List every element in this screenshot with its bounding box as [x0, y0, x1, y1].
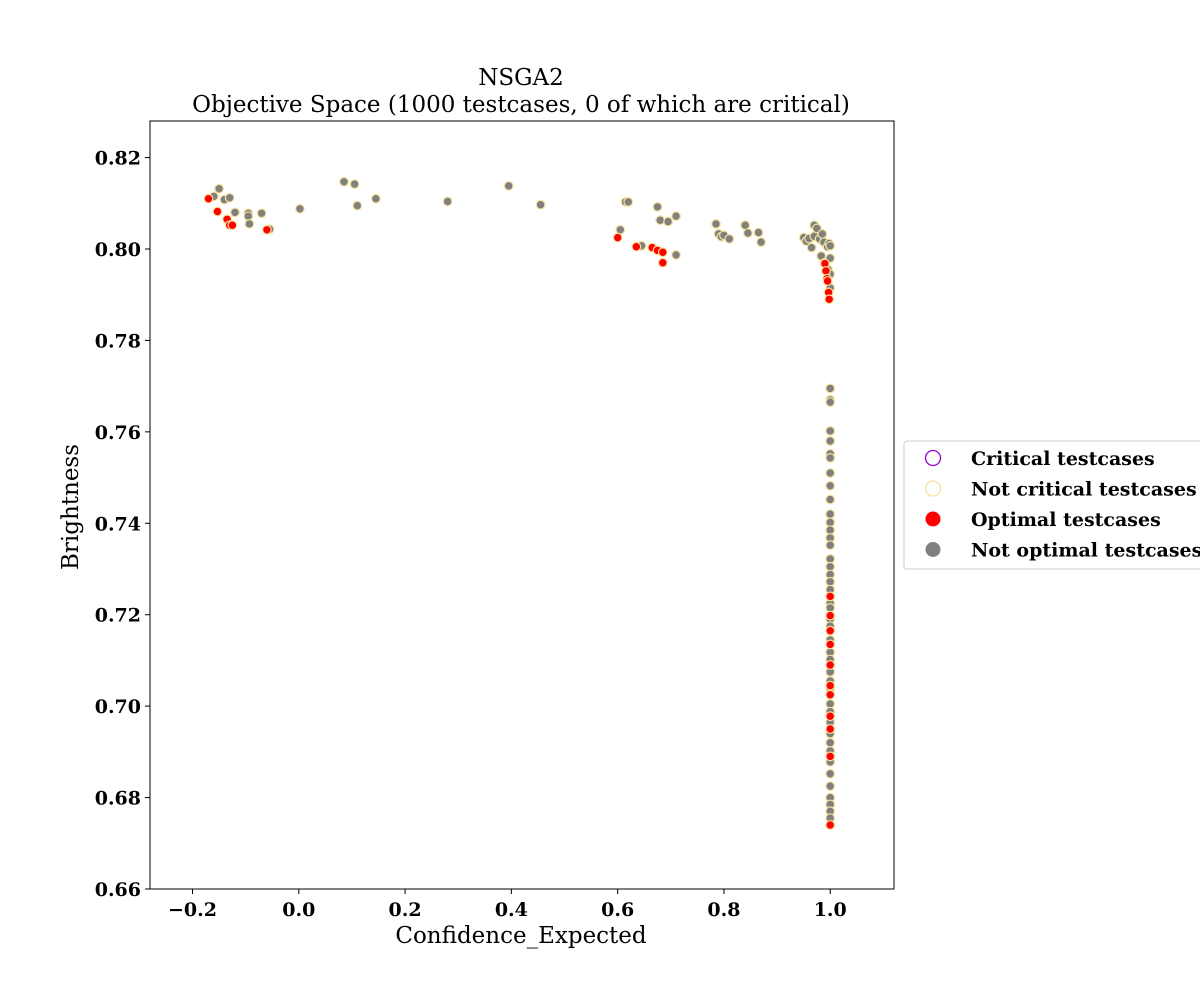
data-points: [203, 176, 836, 830]
not-optimal-testcase-point: [825, 768, 836, 779]
not-optimal-testcase-point: [503, 180, 514, 191]
y-tick-label: 0.72: [95, 605, 141, 627]
y-tick-label: 0.82: [95, 148, 141, 170]
not-optimal-testcase-point: [224, 192, 235, 203]
not-optimal-testcase-point: [652, 201, 663, 212]
optimal-testcase-point: [657, 257, 668, 268]
y-tick-label: 0.80: [95, 239, 141, 261]
not-optimal-testcase-point: [743, 228, 753, 238]
optimal-testcase-point: [825, 724, 836, 734]
not-optimal-testcase-point: [825, 383, 836, 394]
x-axis-label: Confidence_Expected: [395, 923, 647, 949]
legend-marker-not-critical-testcases: [924, 480, 942, 497]
y-axis-ticks: 0.66 0.68 0.70 0.72 0.74 0.76 0.78 0.80 0.82: [95, 148, 150, 901]
not-optimal-testcase-point: [825, 509, 836, 519]
y-tick-label: 0.76: [95, 422, 141, 444]
optimal-testcase-point: [657, 247, 668, 258]
not-optimal-testcase-point: [663, 216, 673, 227]
legend: Critical testcases Not critical testcases…: [903, 440, 1200, 570]
x-tick-label: 0.2: [389, 899, 422, 921]
optimal-testcase-point: [203, 193, 214, 204]
not-optimal-testcase-point: [817, 228, 828, 239]
not-optimal-testcase-point: [825, 436, 836, 446]
not-optimal-testcase-point: [371, 193, 381, 204]
not-optimal-testcase-point: [352, 200, 363, 211]
not-optimal-testcase-point: [339, 176, 349, 187]
legend-label-not-critical-testcases: Not critical testcases: [971, 479, 1197, 501]
optimal-testcase-point: [825, 689, 836, 700]
optimal-testcase-point: [825, 820, 836, 830]
optimal-testcase-point: [825, 610, 836, 621]
optimal-testcase-point: [822, 276, 833, 286]
legend-label-optimal-testcases: Optimal testcases: [971, 509, 1161, 531]
plot-area: [149, 120, 895, 890]
legend-label-critical-testcases: Critical testcases: [971, 448, 1155, 470]
not-optimal-testcase-point: [230, 207, 240, 218]
optimal-testcase-point: [825, 680, 836, 691]
not-optimal-testcase-point: [623, 196, 634, 207]
optimal-testcase-point: [631, 241, 642, 252]
not-optimal-testcase-point: [825, 426, 836, 436]
x-tick-label: 0.6: [601, 899, 634, 921]
y-tick-label: 0.70: [95, 696, 141, 718]
legend-box: [903, 440, 1200, 570]
not-optimal-testcase-point: [671, 211, 681, 222]
not-optimal-testcase-point: [825, 781, 836, 791]
legend-items: Critical testcases Not critical testcases…: [924, 448, 1200, 562]
not-optimal-testcase-point: [825, 480, 836, 491]
x-tick-label: 0.8: [707, 899, 740, 921]
not-optimal-testcase-point: [535, 199, 546, 210]
optimal-testcase-point: [824, 294, 835, 305]
not-optimal-testcase-point: [214, 183, 225, 194]
legend-marker-optimal-testcases: [925, 511, 941, 527]
optimal-testcase-point: [825, 660, 836, 670]
chart-subtitle: Objective Space (1000 testcases, 0 of wh…: [192, 92, 850, 118]
optimal-testcase-point: [262, 224, 272, 235]
optimal-testcase-point: [825, 639, 836, 650]
not-optimal-testcase-point: [244, 218, 255, 229]
x-tick-label: 1.0: [814, 899, 847, 921]
not-optimal-testcase-point: [295, 203, 305, 214]
legend-marker-not-optimal-testcases: [925, 542, 941, 557]
not-optimal-testcase-point: [756, 237, 766, 248]
y-tick-label: 0.66: [95, 879, 141, 901]
x-tick-label: 0.4: [495, 899, 528, 921]
y-tick-label: 0.68: [95, 788, 141, 810]
not-optimal-testcase-point: [825, 240, 836, 251]
x-axis-ticks: −0.2 0.0 0.2 0.4 0.6 0.8 1.0: [168, 889, 847, 921]
not-optimal-testcase-point: [753, 227, 764, 238]
not-optimal-testcase-point: [349, 179, 360, 190]
x-tick-label: −0.2: [168, 899, 217, 921]
optimal-testcase-point: [212, 206, 223, 217]
legend-label-not-optimal-testcases: Not optimal testcases: [971, 540, 1200, 562]
not-optimal-testcase-point: [825, 737, 836, 748]
not-optimal-testcase-point: [825, 540, 836, 551]
not-optimal-testcase-point: [724, 233, 735, 244]
not-optimal-testcase-point: [825, 468, 836, 478]
not-optimal-testcase-point: [825, 397, 836, 408]
not-optimal-testcase-point: [711, 218, 721, 229]
y-tick-label: 0.74: [95, 513, 141, 535]
not-optimal-testcase-point: [442, 196, 453, 207]
not-optimal-testcase-point: [256, 208, 267, 219]
y-axis-label: Brightness: [58, 444, 84, 570]
not-optimal-testcase-point: [825, 494, 836, 505]
optimal-testcase-point: [825, 591, 836, 602]
y-tick-label: 0.78: [95, 330, 141, 352]
not-optimal-testcase-point: [671, 249, 681, 260]
not-optimal-testcase-point: [655, 215, 666, 226]
legend-marker-critical-testcases: [924, 449, 942, 467]
optimal-testcase-point: [612, 232, 623, 243]
x-tick-label: 0.0: [282, 899, 315, 921]
chart-title: NSGA2: [478, 65, 564, 91]
optimal-testcase-point: [825, 751, 836, 762]
not-optimal-testcase-point: [243, 211, 254, 222]
optimal-testcase-point: [825, 711, 836, 722]
not-optimal-testcase-point: [806, 242, 817, 253]
not-optimal-testcase-point: [825, 453, 836, 463]
optimal-testcase-point: [227, 220, 238, 231]
optimal-testcase-point: [825, 625, 836, 636]
